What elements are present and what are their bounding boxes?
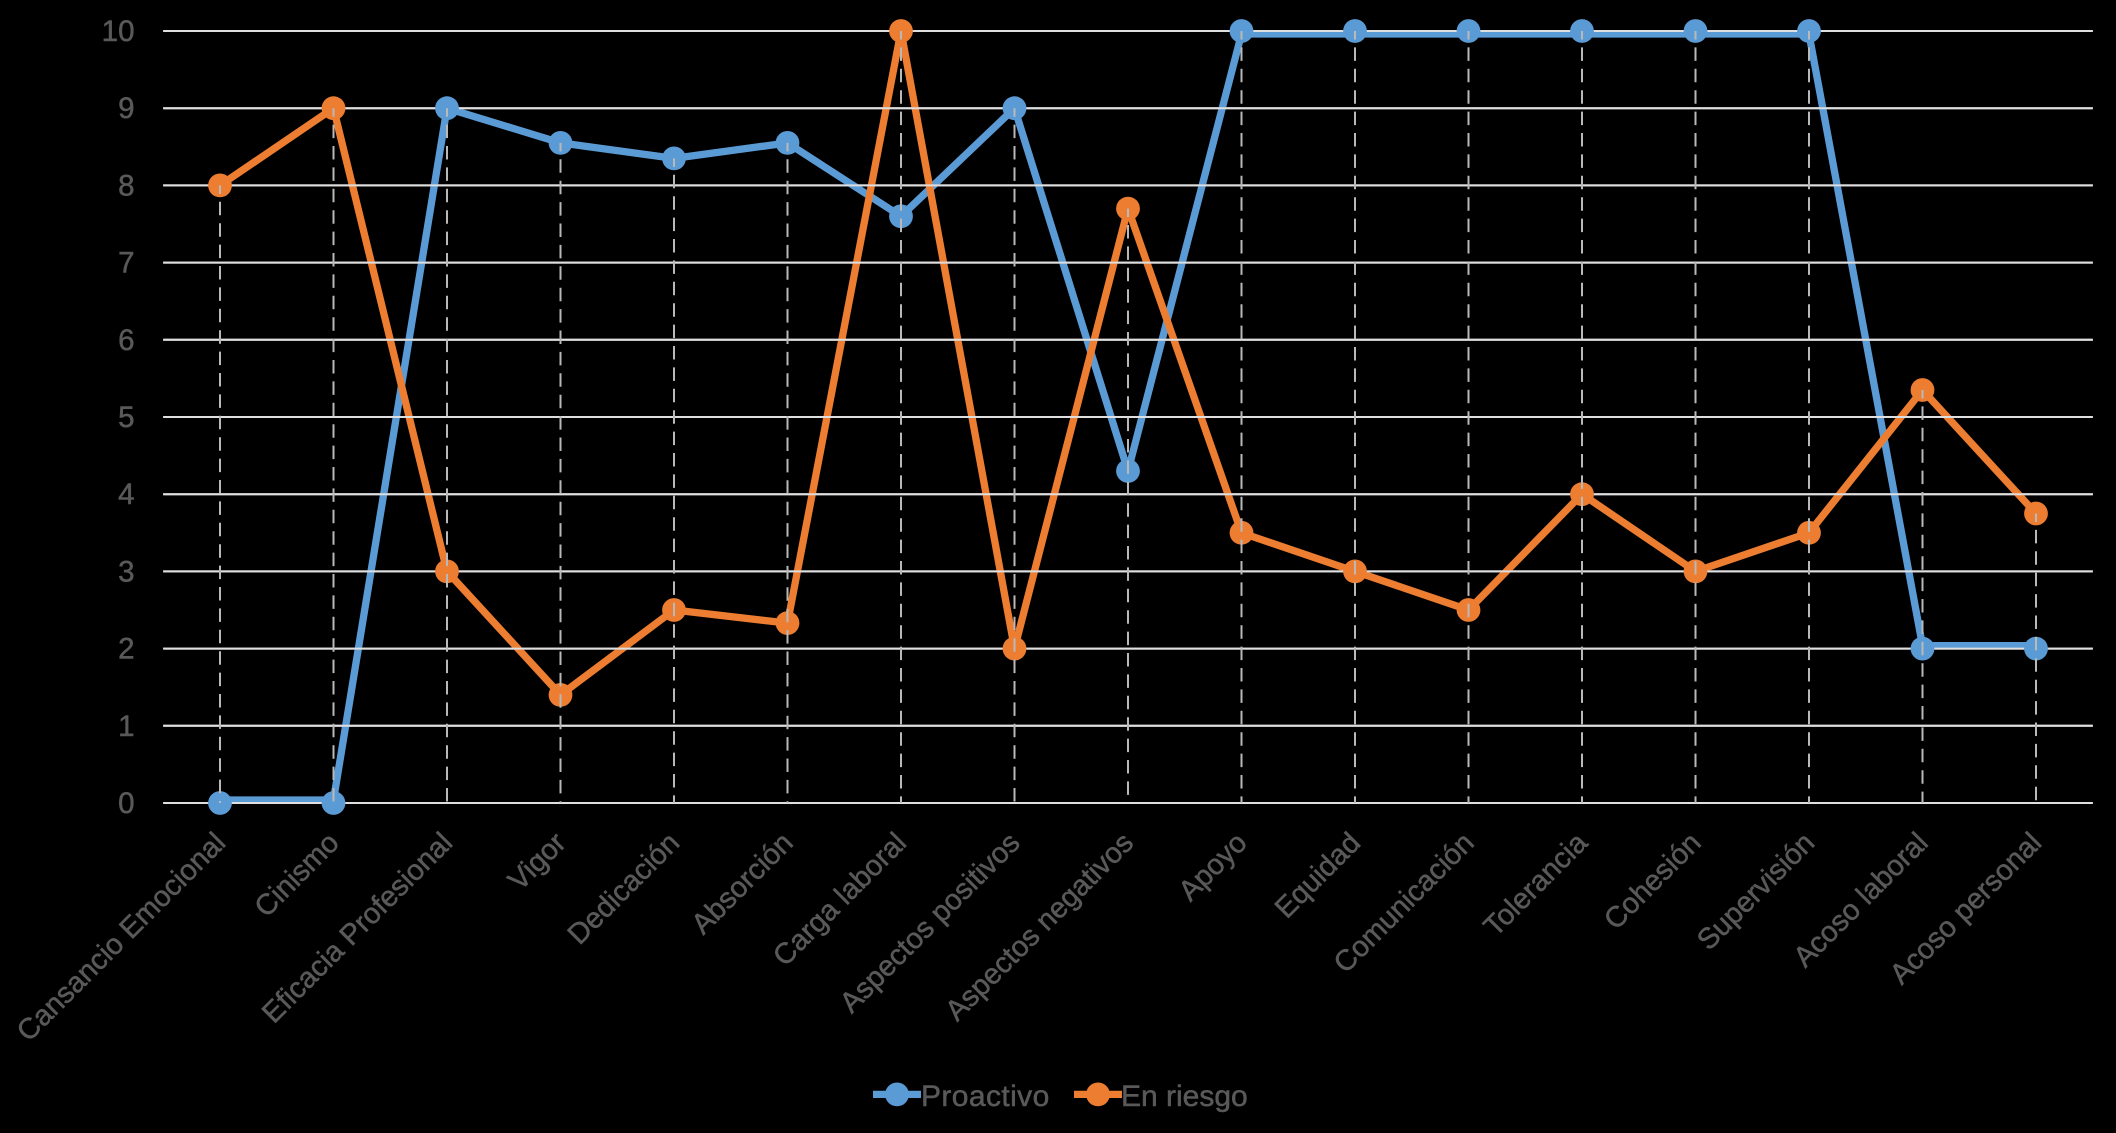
svg-text:2: 2 [118, 633, 134, 666]
svg-text:5: 5 [118, 401, 134, 434]
svg-text:1: 1 [118, 710, 134, 743]
svg-text:Proactivo: Proactivo [921, 1080, 1050, 1113]
svg-text:4: 4 [118, 478, 134, 511]
svg-text:9: 9 [118, 92, 134, 125]
svg-text:10: 10 [102, 15, 135, 48]
svg-text:En riesgo: En riesgo [1121, 1080, 1248, 1113]
svg-text:3: 3 [118, 555, 134, 588]
svg-text:6: 6 [118, 324, 134, 357]
svg-text:0: 0 [118, 787, 134, 820]
svg-text:8: 8 [118, 169, 134, 202]
svg-text:7: 7 [118, 247, 134, 280]
